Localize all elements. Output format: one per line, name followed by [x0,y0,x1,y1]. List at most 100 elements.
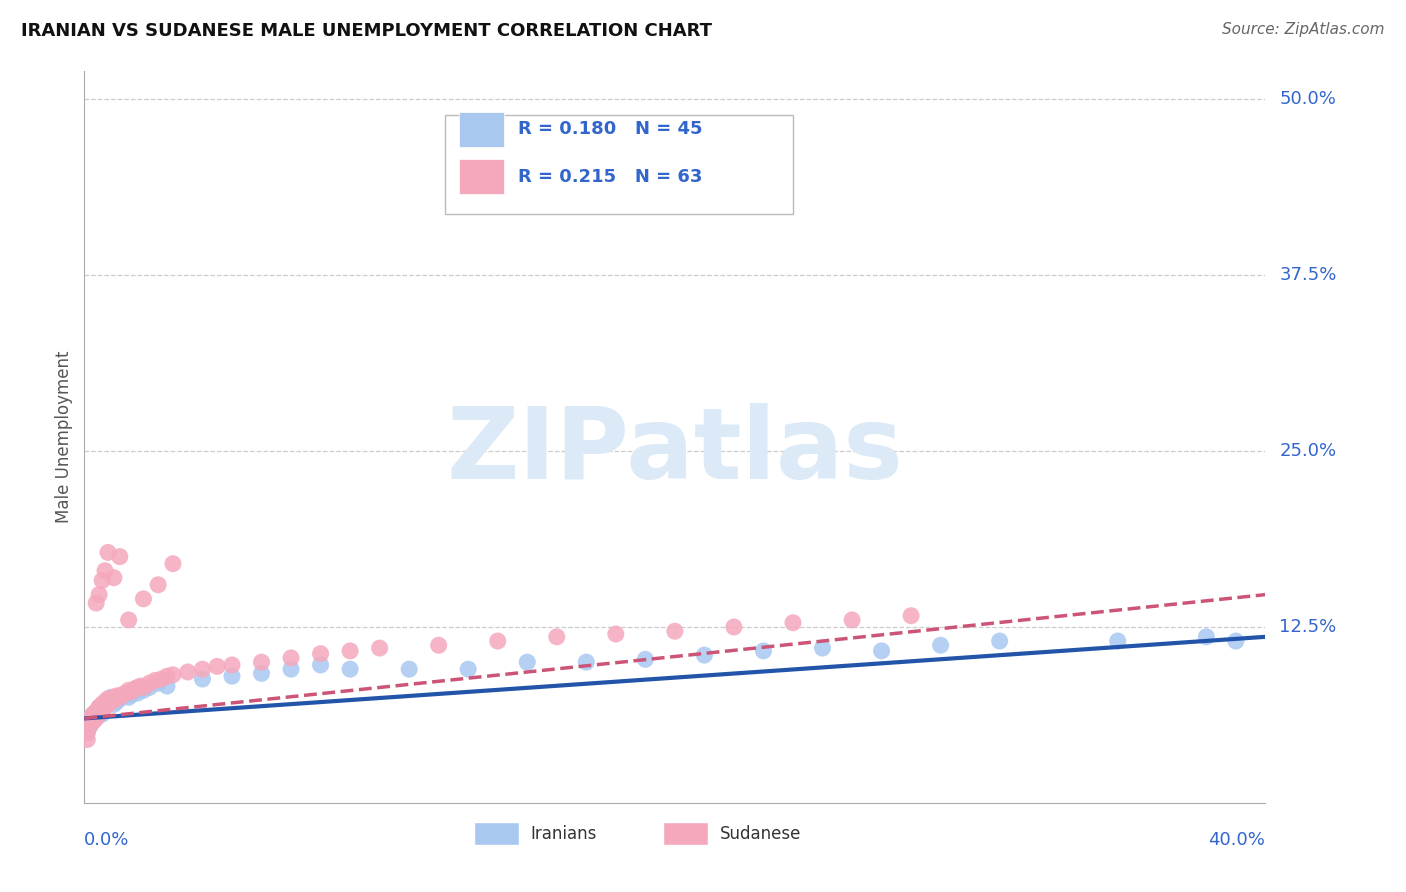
Point [84,705,107,719]
Point [221,657,243,672]
Point [693,648,716,662]
Point [605,627,627,641]
Point [162,557,184,571]
Point [87,588,111,602]
Point [108,549,131,564]
Point [79,711,101,725]
Bar [458,159,503,194]
Point [634,652,657,666]
Point [138,681,160,695]
Point [121,688,143,702]
Point [221,669,243,683]
Point [97,694,120,708]
Point [103,693,125,707]
Point [148,676,170,690]
Point [87,705,111,719]
Point [309,657,332,672]
Point [132,681,155,695]
Point [250,655,273,669]
Point [87,700,111,714]
Point [129,679,152,693]
Point [398,662,420,676]
Point [191,662,214,676]
FancyBboxPatch shape [444,115,793,214]
Point [191,672,214,686]
Point [250,666,273,681]
Bar [458,112,503,147]
Point [118,690,141,705]
Point [148,578,170,592]
Y-axis label: Male Unemployment: Male Unemployment [55,351,73,524]
Point [105,694,128,708]
Point [103,571,125,585]
Point [94,564,117,578]
Point [114,686,136,700]
Text: 25.0%: 25.0% [1279,442,1337,460]
Point [575,135,598,149]
Point [1195,630,1218,644]
Text: Source: ZipAtlas.com: Source: ZipAtlas.com [1222,22,1385,37]
Point [97,545,120,559]
Point [132,591,155,606]
Point [132,683,155,698]
Point [94,698,117,712]
Point [79,711,101,725]
Point [811,641,834,656]
Point [309,647,332,661]
Point [929,638,952,652]
Point [138,676,160,690]
Point [97,691,120,706]
Point [1107,634,1129,648]
Point [121,684,143,698]
Text: R = 0.180   N = 45: R = 0.180 N = 45 [517,120,703,138]
Point [280,651,302,665]
Point [100,690,122,705]
Point [91,698,114,712]
Point [84,711,107,725]
Point [127,686,149,700]
Point [664,624,686,639]
Point [91,707,114,722]
Text: 12.5%: 12.5% [1279,618,1337,636]
Point [575,655,598,669]
Point [84,596,107,610]
Text: Sudanese: Sudanese [720,824,801,843]
Point [79,718,101,732]
Point [82,714,104,729]
Point [118,683,141,698]
Point [82,714,104,729]
Text: R = 0.215   N = 63: R = 0.215 N = 63 [517,168,702,186]
Point [752,644,775,658]
Point [150,672,173,686]
Point [76,725,98,739]
Point [79,718,101,732]
Point [82,707,104,722]
Point [988,634,1011,648]
Point [127,681,149,695]
Point [457,662,479,676]
Point [105,689,128,703]
Point [91,574,114,588]
Text: IRANIAN VS SUDANESE MALE UNEMPLOYMENT CORRELATION CHART: IRANIAN VS SUDANESE MALE UNEMPLOYMENT CO… [21,22,711,40]
Text: 0.0%: 0.0% [84,830,129,848]
Point [870,644,893,658]
Point [280,662,302,676]
Point [516,655,538,669]
Point [486,634,509,648]
Text: Iranians: Iranians [531,824,598,843]
Point [841,613,863,627]
Point [162,667,184,682]
Text: 50.0%: 50.0% [1279,90,1336,109]
Point [103,693,125,707]
Point [1225,634,1247,648]
Point [94,700,117,714]
Point [339,662,361,676]
Point [94,694,117,708]
Point [87,700,111,714]
Point [103,690,125,705]
Point [87,707,111,722]
Point [177,665,200,679]
Bar [664,822,709,846]
Point [546,630,568,644]
Point [124,681,146,696]
